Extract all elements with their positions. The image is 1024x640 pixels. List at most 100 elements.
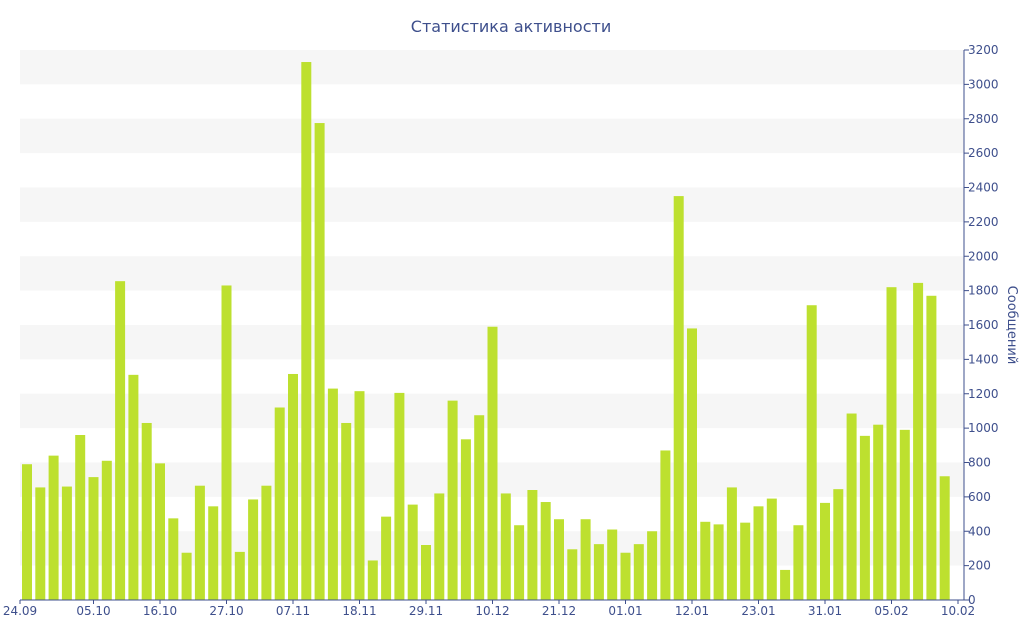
- bar: [341, 422, 352, 600]
- bar: [753, 506, 764, 600]
- y-tick-label: 400: [968, 524, 991, 538]
- bar: [886, 287, 897, 600]
- y-tick-label: 600: [968, 490, 991, 504]
- bar: [181, 552, 192, 600]
- bar: [168, 518, 179, 600]
- y-tick-label: 2000: [968, 249, 999, 263]
- bar: [806, 305, 817, 600]
- x-tick-label: 18.11: [342, 604, 376, 618]
- bar: [793, 525, 804, 600]
- bar: [261, 485, 272, 600]
- x-tick-label: 10.02: [941, 604, 975, 618]
- y-tick-label: 2800: [968, 112, 999, 126]
- bar: [474, 415, 485, 600]
- bar: [780, 569, 791, 600]
- bar: [926, 295, 937, 600]
- bar: [274, 407, 285, 600]
- x-tick-label: 05.10: [76, 604, 110, 618]
- y-tick-label: 2200: [968, 215, 999, 229]
- bar: [434, 493, 445, 600]
- bar-series: [22, 62, 950, 601]
- bar: [447, 400, 458, 601]
- bar: [740, 522, 751, 600]
- grid-band: [20, 187, 964, 222]
- bar: [327, 388, 338, 600]
- x-tick-label: 05.02: [874, 604, 908, 618]
- x-tick-label: 01.01: [608, 604, 642, 618]
- y-tick-label: 3200: [968, 43, 999, 57]
- bar: [620, 552, 631, 600]
- bar: [580, 519, 591, 600]
- x-axis-ticks: 24.09 05.10 16.10 27.10 07.11 18.11 29.11 10.12…: [3, 600, 975, 618]
- grid-band: [20, 256, 964, 291]
- bar: [700, 521, 711, 600]
- bar: [248, 499, 259, 600]
- bar: [514, 525, 525, 600]
- bar: [899, 429, 910, 600]
- bar: [567, 549, 578, 600]
- bar: [593, 544, 604, 600]
- x-tick-label: 21.12: [542, 604, 576, 618]
- x-tick-label: 24.09: [3, 604, 37, 618]
- y-tick-label: 200: [968, 559, 991, 573]
- bar: [407, 504, 418, 600]
- y-tick-label: 1800: [968, 284, 999, 298]
- bar: [22, 464, 32, 600]
- bar: [554, 519, 564, 600]
- bar: [381, 516, 392, 600]
- y-tick-label: 0: [968, 593, 976, 607]
- bar: [633, 544, 644, 600]
- bar: [660, 450, 671, 600]
- y-tick-label: 2600: [968, 146, 999, 160]
- x-tick-label: 10.12: [475, 604, 509, 618]
- bar: [115, 281, 126, 600]
- x-tick-label: 29.11: [409, 604, 443, 618]
- bar: [820, 502, 830, 600]
- x-tick-label: 31.01: [808, 604, 842, 618]
- bar: [354, 391, 365, 600]
- y-tick-label: 1600: [968, 318, 999, 332]
- bar: [101, 460, 112, 600]
- bar: [833, 489, 844, 600]
- bar: [460, 439, 471, 600]
- bar: [540, 502, 551, 600]
- bar: [367, 560, 378, 600]
- x-tick-label: 12.01: [675, 604, 709, 618]
- bar: [713, 524, 724, 601]
- bar: [726, 487, 737, 600]
- bar: [939, 476, 950, 600]
- x-tick-label: 27.10: [209, 604, 243, 618]
- x-tick-label: 07.11: [276, 604, 310, 618]
- chart-title: Статистика активности: [411, 17, 611, 36]
- bar: [421, 545, 431, 600]
- bar: [394, 392, 405, 600]
- bar: [234, 551, 245, 601]
- bar: [913, 282, 924, 600]
- bar: [141, 422, 152, 600]
- bar: [288, 373, 298, 600]
- bar: [301, 62, 312, 600]
- bar: [194, 485, 205, 600]
- y-tick-label: 1000: [968, 421, 999, 435]
- bar: [35, 487, 46, 600]
- bar: [48, 455, 59, 601]
- y-tick-label: 1400: [968, 352, 999, 366]
- bar: [208, 506, 219, 600]
- x-tick-label: 16.10: [143, 604, 177, 618]
- bar: [314, 123, 325, 601]
- bar: [673, 196, 684, 600]
- bar: [647, 531, 658, 600]
- bar: [221, 285, 232, 600]
- bar: [128, 374, 139, 600]
- y-tick-label: 2400: [968, 181, 999, 195]
- bar: [500, 493, 511, 600]
- bar: [61, 486, 72, 600]
- bar: [607, 529, 618, 600]
- bar: [859, 435, 870, 600]
- bar: [75, 435, 86, 600]
- bar: [846, 413, 857, 600]
- bar: [487, 326, 498, 600]
- bar: [687, 328, 697, 600]
- bar: [527, 490, 538, 600]
